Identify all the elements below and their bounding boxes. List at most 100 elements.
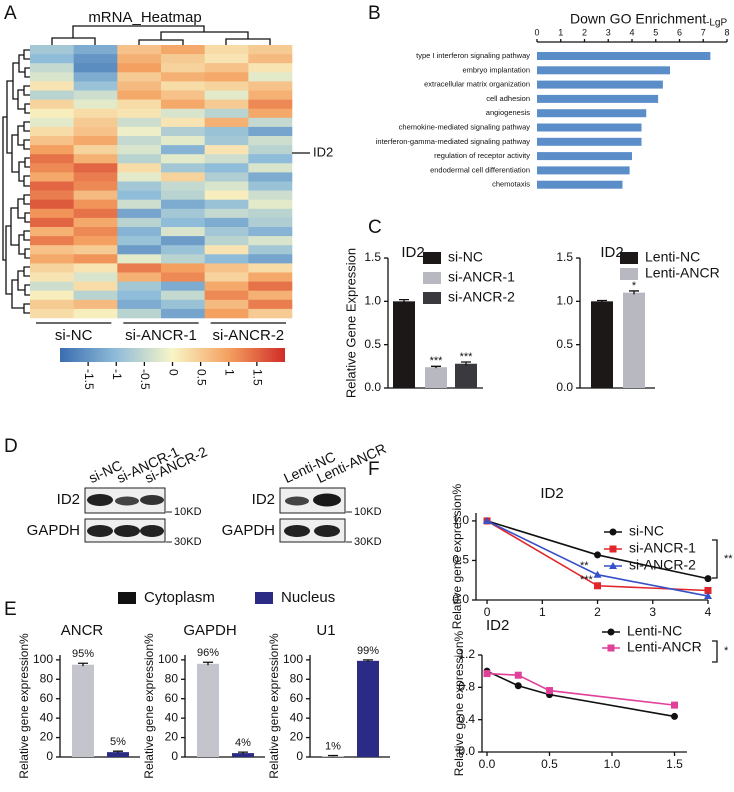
- legend-label: si-ANCR-1: [448, 269, 515, 285]
- legend-marker: [609, 528, 617, 536]
- error-bar: [328, 754, 338, 757]
- heatmap-cell: [248, 90, 293, 100]
- heatmap-cell: [204, 108, 249, 119]
- heatmap-cell: [30, 108, 74, 119]
- heatmap-cell: [161, 217, 205, 228]
- heatmap-cell: [117, 245, 162, 255]
- significance: ***: [580, 574, 594, 586]
- point: [671, 712, 678, 720]
- heatmap-cell: [30, 199, 74, 210]
- heatmap-cell: [248, 217, 293, 228]
- heatmap-cell: [161, 227, 205, 237]
- heatmap-cell: [204, 308, 249, 319]
- size-label: 10KD: [174, 506, 202, 518]
- heatmap-cell: [248, 154, 293, 164]
- error-bar: [203, 661, 213, 666]
- heatmap-cell: [73, 99, 118, 109]
- heatmap-cell: [204, 126, 249, 137]
- bar: [537, 137, 642, 146]
- heatmap-cell: [117, 154, 162, 164]
- chart-title: ANCR: [61, 622, 104, 639]
- x-tick-label: 1: [539, 605, 546, 619]
- colorbar-tick-label: 0.5: [194, 369, 208, 386]
- bar: [455, 363, 477, 388]
- heatmap-cell: [204, 172, 249, 182]
- heatmap-cell: [161, 254, 205, 264]
- y-tick-label: 0: [171, 749, 178, 763]
- heatmap-cell: [117, 126, 162, 137]
- heatmap-cell: [161, 154, 205, 164]
- value-label: 99%: [357, 645, 379, 657]
- legend-label: Lenti-NC: [627, 623, 682, 639]
- legend-marker: [609, 545, 617, 553]
- x-tick-label: 0.0: [479, 757, 496, 771]
- heatmap-cell: [30, 90, 74, 100]
- heatmap-cell: [248, 190, 293, 200]
- heatmap-cell: [248, 63, 293, 73]
- heatmap-cell: [161, 308, 205, 319]
- x-tick-label: 3: [606, 27, 611, 37]
- significance: **: [724, 553, 733, 565]
- heatmap-cell: [30, 245, 74, 255]
- heatmap-cell: [117, 308, 162, 319]
- heatmap-cell: [117, 90, 162, 100]
- x-tick-label: 2: [582, 27, 587, 37]
- error-bar: [78, 662, 88, 667]
- heatmap-cell: [161, 126, 205, 137]
- heatmap-cell: [161, 208, 205, 219]
- heatmap-cell: [73, 163, 118, 173]
- y-tick-label: 0.5: [556, 337, 573, 351]
- y-axis-label: Relative gene expression%: [17, 633, 31, 779]
- heatmap-cell: [117, 163, 162, 173]
- y-tick-label: 100: [158, 652, 178, 666]
- y-tick-label: 20: [290, 730, 304, 744]
- heatmap-cell: [117, 81, 162, 91]
- heatmap-cell: [204, 227, 249, 237]
- legend-label: Lenti-ANCR: [645, 265, 720, 281]
- heatmap-cell: [30, 190, 74, 200]
- heatmap-cell: [30, 163, 74, 173]
- row-label: GAPDH: [27, 522, 80, 539]
- bracket: [712, 640, 718, 663]
- point: [546, 687, 553, 695]
- y-tick-label: 0.8: [458, 680, 475, 694]
- legend-swatch: [423, 292, 441, 304]
- bar: [537, 152, 632, 161]
- y-tick-label: 0.0: [458, 744, 475, 758]
- heatmap-cell: [248, 208, 293, 219]
- heatmap-cell: [248, 199, 293, 210]
- y-axis-label: Relative Gene Expression: [343, 248, 358, 398]
- heatmap-cell: [73, 290, 118, 301]
- legend-label: si-NC: [448, 249, 483, 265]
- category-label: interferon-gamma-mediated signaling path…: [376, 137, 530, 146]
- heatmap-cell: [204, 54, 249, 64]
- heatmap-cell: [248, 245, 293, 255]
- panel-label: F: [368, 459, 380, 480]
- y-tick-label: 0.0: [364, 380, 381, 394]
- category-label: chemotaxis: [492, 180, 530, 189]
- heatmap-cell: [117, 172, 162, 182]
- heatmap-cell: [248, 117, 293, 128]
- point: [514, 682, 522, 690]
- heatmap-cell: [117, 99, 162, 109]
- heatmap-cell: [73, 227, 118, 237]
- heatmap-cell: [73, 281, 118, 291]
- chart-title: ID2: [600, 244, 623, 261]
- y-tick-label: 1.2: [458, 647, 475, 661]
- heatmap-cell: [161, 145, 205, 155]
- heatmap-cell: [117, 181, 162, 191]
- heatmap-cell: [161, 45, 205, 55]
- heatmap-cell: [73, 245, 118, 255]
- x-tick-label: 1: [558, 27, 563, 37]
- y-tick-label: 80: [40, 671, 54, 685]
- panel-label: C: [368, 217, 382, 238]
- category-label: chemokine-mediated signaling pathway: [399, 122, 531, 131]
- heatmap-cell: [204, 208, 249, 219]
- heatmap-cell: [204, 63, 249, 73]
- heatmap-cell: [117, 145, 162, 155]
- heatmap-cell: [30, 272, 74, 282]
- heatmap-cell: [161, 81, 205, 91]
- value-label: 96%: [197, 647, 219, 659]
- bar: [537, 52, 711, 60]
